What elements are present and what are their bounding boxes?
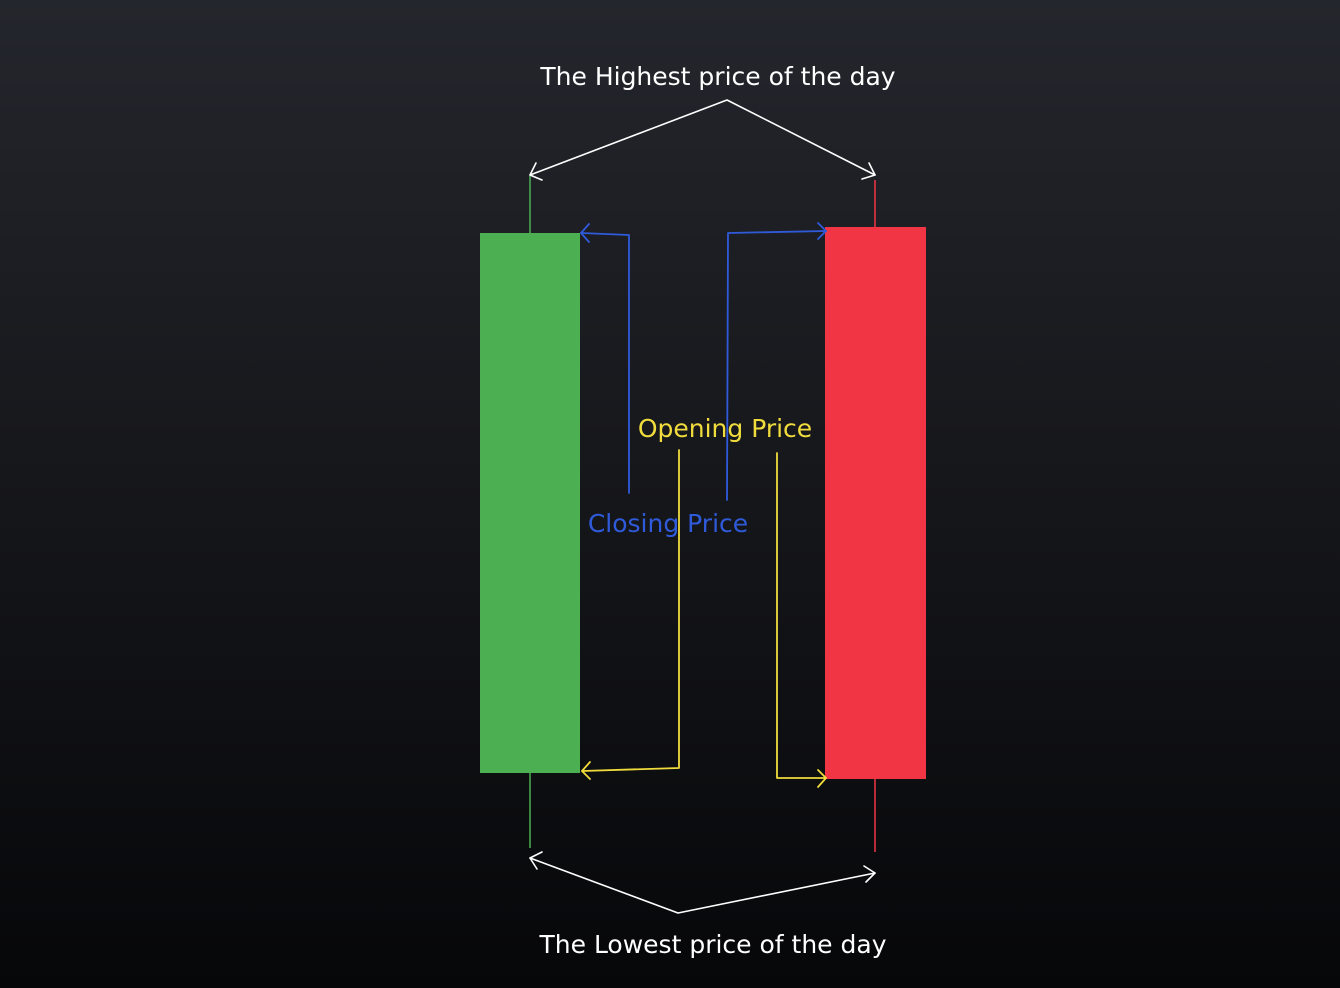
bearish-body (825, 227, 926, 779)
lowest-left-arrowhead (529, 851, 543, 870)
closing-arrow-bearish (726, 230, 827, 501)
opening-arrowhead-bullish (581, 761, 591, 780)
closing-price-arrows (580, 222, 827, 501)
closing-price-label: Closing Price (588, 509, 748, 538)
bullish-body (480, 233, 580, 773)
opening-price-arrows (581, 449, 827, 788)
highest-right-arrowhead (861, 162, 876, 180)
bullish-candle (480, 176, 580, 848)
bearish-candle (825, 180, 926, 852)
closing-arrowhead-bullish (580, 223, 590, 243)
opening-arrow-bullish (581, 449, 680, 772)
lowest-arrow-line (529, 857, 876, 914)
closing-arrowhead-bearish (817, 222, 827, 240)
lowest-price-arrows (529, 851, 876, 914)
opening-price-label: Opening Price (638, 414, 812, 443)
opening-arrow-bearish (776, 452, 827, 779)
lowest-right-arrowhead (863, 865, 876, 883)
lowest-price-label: The Lowest price of the day (539, 930, 887, 959)
opening-arrowhead-bearish (817, 769, 827, 788)
highest-price-arrows (529, 99, 876, 181)
highest-left-arrowhead (529, 162, 543, 181)
highest-price-label: The Highest price of the day (539, 62, 895, 91)
highest-arrow-line (529, 99, 876, 176)
closing-arrow-bullish (580, 232, 630, 494)
